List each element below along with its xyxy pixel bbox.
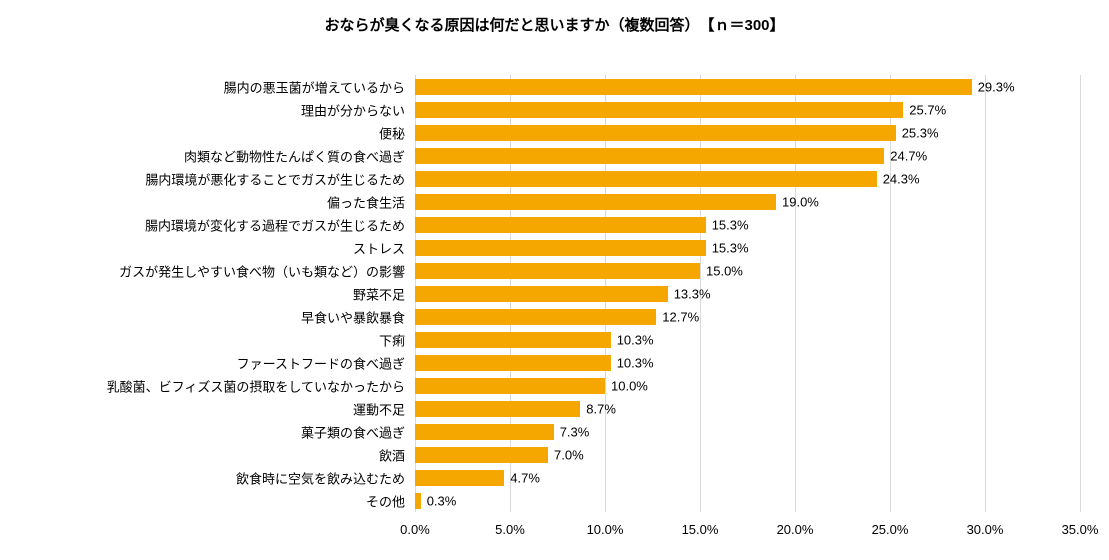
bar-row: 運動不足8.7% xyxy=(415,397,580,420)
value-label: 15.0% xyxy=(700,263,743,278)
category-label: 腸内環境が変化する過程でガスが生じるため xyxy=(145,215,415,234)
bar xyxy=(415,401,580,417)
bar-row: 飲食時に空気を飲み込むため4.7% xyxy=(415,466,504,489)
value-label: 25.3% xyxy=(896,125,939,140)
x-tick-label: 15.0% xyxy=(682,522,719,537)
bar xyxy=(415,148,884,164)
value-label: 24.3% xyxy=(877,171,920,186)
bar xyxy=(415,447,548,463)
category-label: 肉類など動物性たんぱく質の食べ過ぎ xyxy=(184,146,415,165)
x-tick-label: 0.0% xyxy=(400,522,430,537)
category-label: 野菜不足 xyxy=(353,284,415,303)
value-label: 7.3% xyxy=(554,424,590,439)
bar-row: 菓子類の食べ過ぎ7.3% xyxy=(415,420,554,443)
bar-row: 偏った食生活19.0% xyxy=(415,190,776,213)
bar xyxy=(415,125,896,141)
value-label: 24.7% xyxy=(884,148,927,163)
category-label: ストレス xyxy=(353,238,415,257)
value-label: 13.3% xyxy=(668,286,711,301)
value-label: 4.7% xyxy=(504,470,540,485)
bar xyxy=(415,263,700,279)
category-label: 便秘 xyxy=(379,123,415,142)
value-label: 8.7% xyxy=(580,401,616,416)
category-label: 下痢 xyxy=(379,330,415,349)
value-label: 10.0% xyxy=(605,378,648,393)
bar-row: 肉類など動物性たんぱく質の食べ過ぎ24.7% xyxy=(415,144,884,167)
value-label: 15.3% xyxy=(706,217,749,232)
category-label: 偏った食生活 xyxy=(327,192,415,211)
bar-row: 腸内環境が悪化することでガスが生じるため24.3% xyxy=(415,167,877,190)
bar-row: 早食いや暴飲暴食12.7% xyxy=(415,305,656,328)
x-tick-label: 35.0% xyxy=(1062,522,1099,537)
bar-row: 腸内の悪玉菌が増えているから29.3% xyxy=(415,75,972,98)
bar-row: 腸内環境が変化する過程でガスが生じるため15.3% xyxy=(415,213,706,236)
gridline xyxy=(985,75,986,512)
bar-row: 理由が分からない25.7% xyxy=(415,98,903,121)
category-label: 腸内環境が悪化することでガスが生じるため xyxy=(145,169,415,188)
value-label: 25.7% xyxy=(903,102,946,117)
bar-row: 飲酒7.0% xyxy=(415,443,548,466)
bar-row: 野菜不足13.3% xyxy=(415,282,668,305)
bar-row: その他0.3% xyxy=(415,489,421,512)
bar xyxy=(415,424,554,440)
category-label: 飲食時に空気を飲み込むため xyxy=(236,468,415,487)
bar xyxy=(415,309,656,325)
bar xyxy=(415,240,706,256)
category-label: 乳酸菌、ビフィズス菌の摂取をしていなかったから xyxy=(107,376,415,395)
bar xyxy=(415,194,776,210)
category-label: 運動不足 xyxy=(353,399,415,418)
bar xyxy=(415,102,903,118)
bar xyxy=(415,79,972,95)
bar-row: 乳酸菌、ビフィズス菌の摂取をしていなかったから10.0% xyxy=(415,374,605,397)
bar-row: ストレス15.3% xyxy=(415,236,706,259)
category-label: ガスが発生しやすい食べ物（いも類など）の影響 xyxy=(119,261,415,280)
category-label: 腸内の悪玉菌が増えているから xyxy=(224,77,415,96)
value-label: 12.7% xyxy=(656,309,699,324)
category-label: 早食いや暴飲暴食 xyxy=(301,307,415,326)
value-label: 0.3% xyxy=(421,493,457,508)
chart-title: おならが臭くなる原因は何だと思いますか（複数回答） 【ｎ＝300】 xyxy=(0,14,1109,35)
bar xyxy=(415,378,605,394)
value-label: 10.3% xyxy=(611,332,654,347)
category-label: 飲酒 xyxy=(379,445,415,464)
bar-row: ファーストフードの食べ過ぎ10.3% xyxy=(415,351,611,374)
chart-container: おならが臭くなる原因は何だと思いますか（複数回答） 【ｎ＝300】 0.0% 5.… xyxy=(0,0,1109,560)
bar-row: 下痢10.3% xyxy=(415,328,611,351)
plot-area: 0.0%5.0%10.0%15.0%20.0%25.0%30.0%35.0%腸内… xyxy=(415,75,1080,525)
x-tick-label: 25.0% xyxy=(872,522,909,537)
bar xyxy=(415,286,668,302)
bar-row: 便秘25.3% xyxy=(415,121,896,144)
gridline xyxy=(1080,75,1081,512)
bar-row: ガスが発生しやすい食べ物（いも類など）の影響15.0% xyxy=(415,259,700,282)
bar xyxy=(415,470,504,486)
category-label: ファーストフードの食べ過ぎ xyxy=(237,353,415,372)
value-label: 15.3% xyxy=(706,240,749,255)
x-tick-label: 10.0% xyxy=(587,522,624,537)
value-label: 29.3% xyxy=(972,79,1015,94)
x-tick-label: 5.0% xyxy=(495,522,525,537)
category-label: その他 xyxy=(366,491,415,510)
x-tick-label: 30.0% xyxy=(967,522,1004,537)
value-label: 7.0% xyxy=(548,447,584,462)
bar xyxy=(415,355,611,371)
bar xyxy=(415,332,611,348)
x-tick-label: 20.0% xyxy=(777,522,814,537)
bar xyxy=(415,217,706,233)
value-label: 19.0% xyxy=(776,194,819,209)
bar xyxy=(415,171,877,187)
category-label: 理由が分からない xyxy=(301,100,415,119)
value-label: 10.3% xyxy=(611,355,654,370)
category-label: 菓子類の食べ過ぎ xyxy=(301,422,415,441)
